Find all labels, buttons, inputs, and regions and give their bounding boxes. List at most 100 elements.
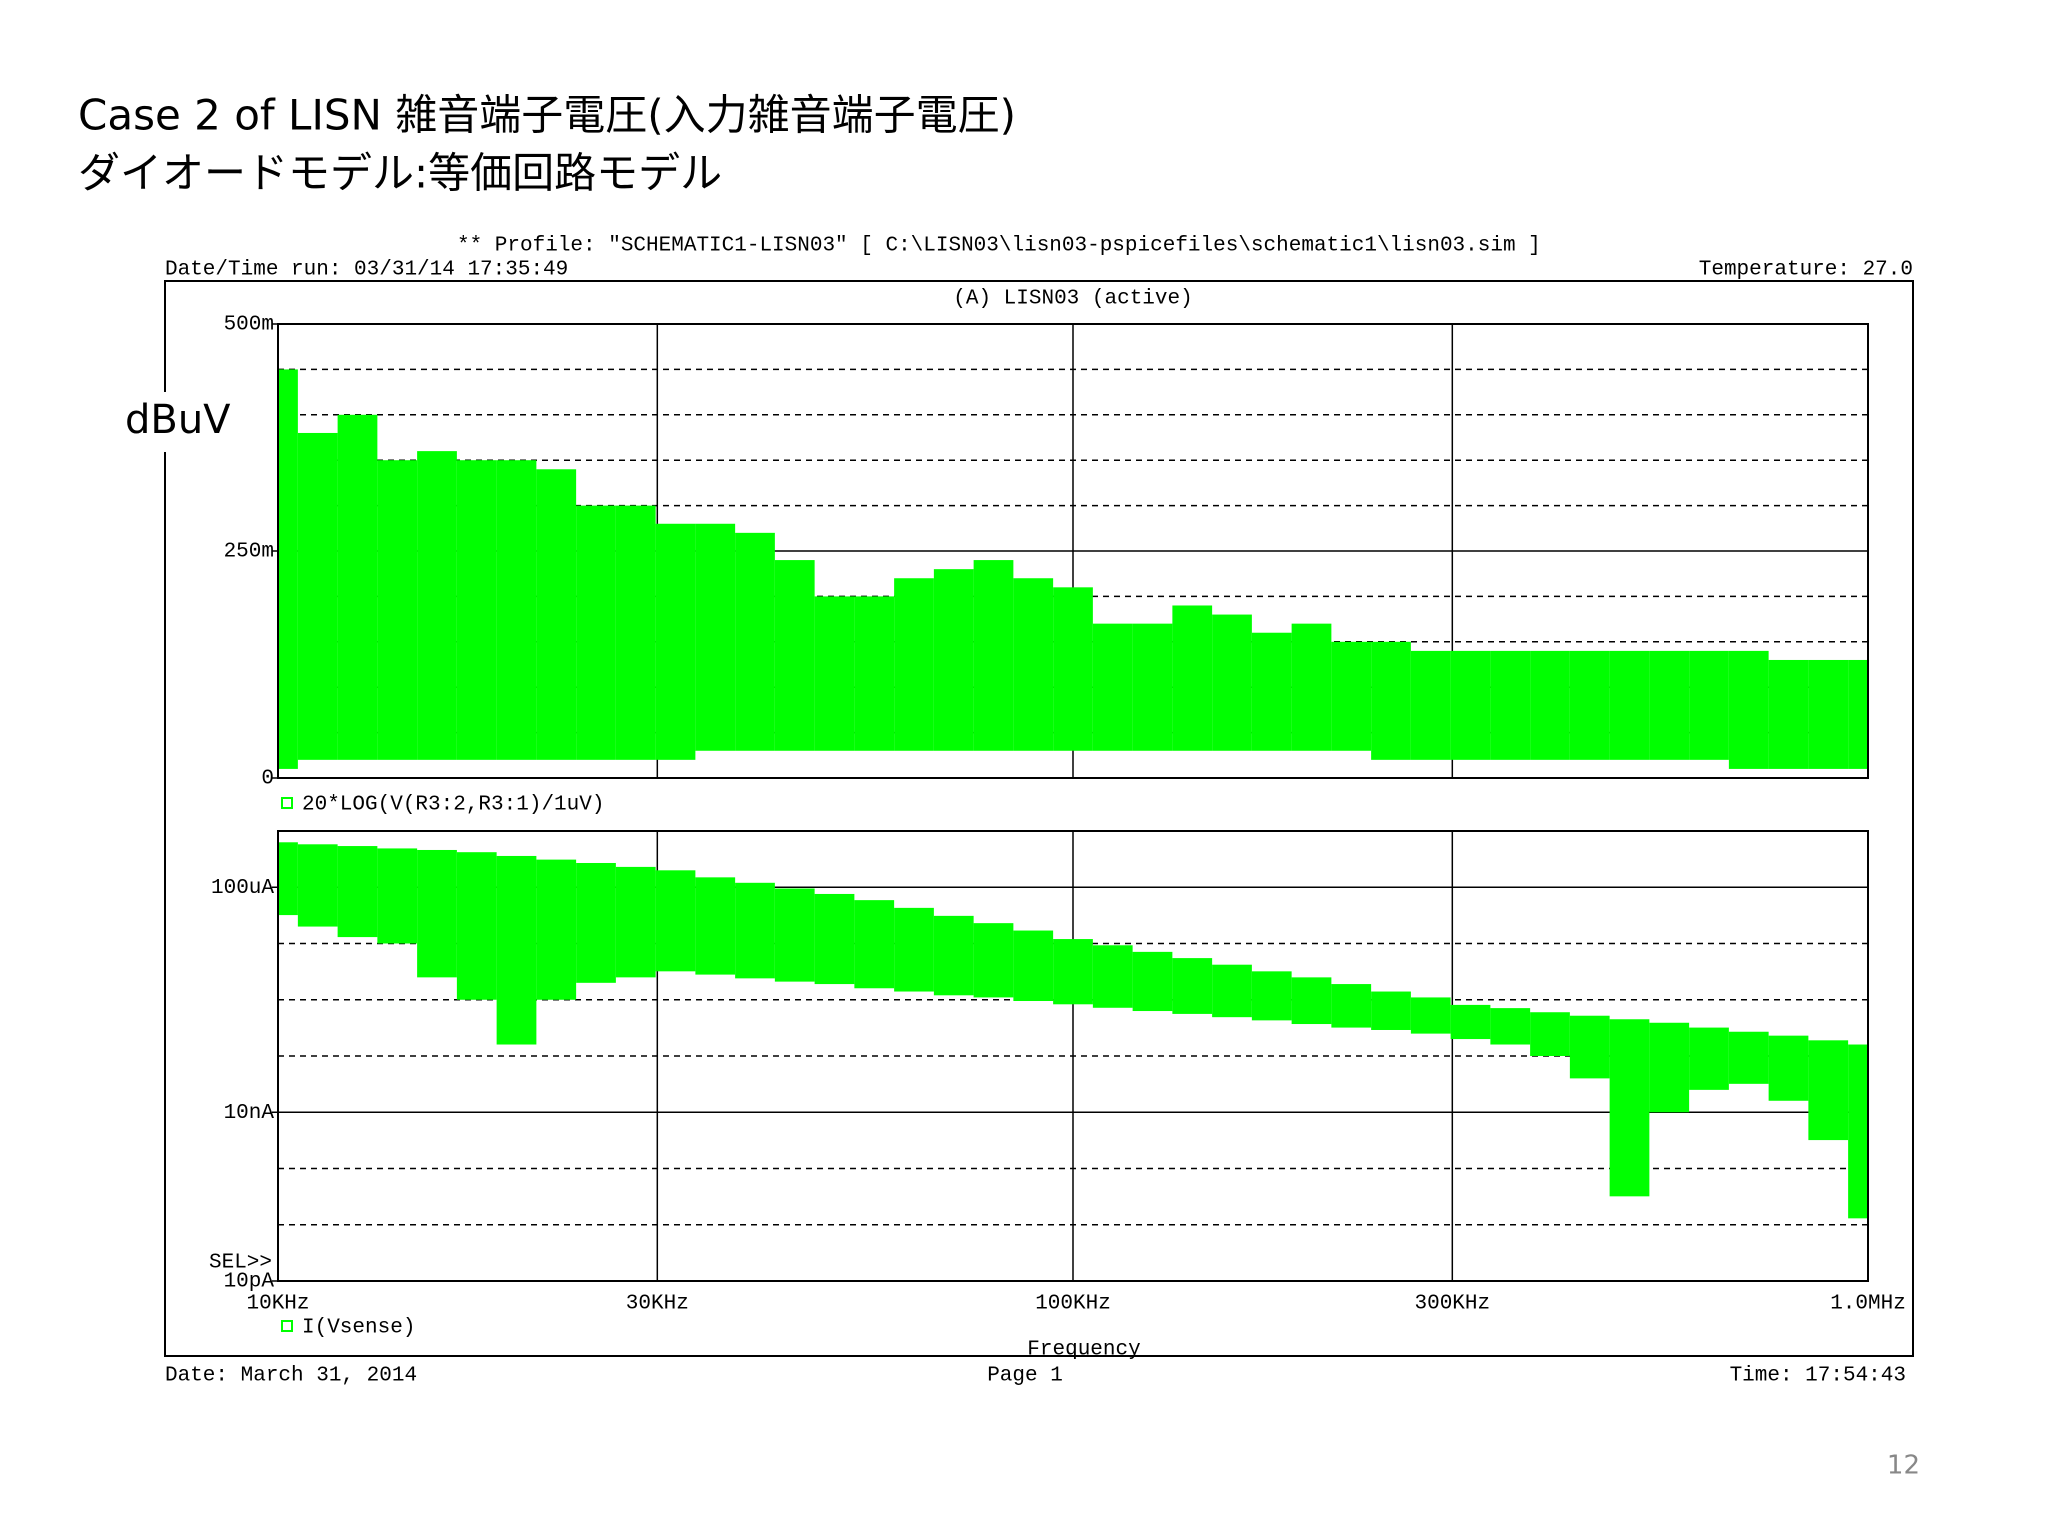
signal-band: [814, 596, 855, 751]
signal-band: [1689, 1027, 1729, 1090]
signal-band: [337, 414, 378, 760]
signal-band: [1490, 650, 1531, 760]
signal-band: [1371, 641, 1411, 760]
signal-band: [536, 859, 577, 1000]
signal-band: [297, 844, 338, 927]
signal-band: [1649, 1022, 1690, 1113]
axes-frame-top: [277, 323, 1869, 779]
signal-band: [576, 862, 616, 983]
signal-band: [377, 460, 418, 760]
legend-label: I(Vsense): [302, 1317, 415, 1340]
title-line: Case 2 of LISN 雑音端子電圧(入力雑音端子電圧): [78, 91, 1016, 140]
x-tick-label: 10KHz: [246, 1293, 309, 1316]
footer-time: Time: 17:54:43: [1730, 1365, 1906, 1388]
signal-band: [377, 848, 418, 944]
signal-band: [1251, 632, 1292, 751]
x-tick-label: 100KHz: [1035, 1293, 1111, 1316]
signal-band: [1728, 1031, 1769, 1084]
legend-swatch: [281, 797, 293, 809]
signal-band: [735, 532, 775, 751]
signal-band: [1212, 614, 1252, 751]
signal-band: [854, 900, 895, 989]
y-tick-label: 10pA: [224, 1271, 275, 1294]
signal-band: [1291, 977, 1332, 1025]
signal-band: [417, 849, 457, 978]
signal-band: [456, 460, 497, 760]
annotation-box: [118, 392, 246, 452]
signal-band: [854, 596, 895, 751]
signal-band: [1808, 659, 1849, 769]
signal-band: [1013, 930, 1054, 1002]
y-tick-label: 250m: [224, 541, 274, 564]
signal-band: [1053, 939, 1093, 1005]
signal-band: [1689, 650, 1729, 760]
y-tick-label: 0: [261, 768, 274, 791]
signal-band: [933, 569, 974, 751]
y-tick-label: 10nA: [224, 1102, 275, 1125]
signal-band: [1172, 958, 1213, 1014]
signal-band: [1132, 951, 1173, 1012]
signal-band: [774, 560, 815, 751]
signal-band: [1728, 650, 1769, 769]
legend-label: 20*LOG(V(R3:2,R3:1)/1uV): [302, 794, 604, 817]
signal-band: [1808, 1040, 1849, 1141]
signal-band: [1331, 641, 1372, 751]
signal-band: [1649, 650, 1690, 760]
signal-band: [894, 907, 934, 992]
signal-band: [695, 523, 736, 751]
x-axis-label: Frequency: [1027, 1339, 1140, 1362]
signal-band: [655, 870, 696, 972]
signal-band: [1609, 1019, 1650, 1197]
signal-band: [1092, 945, 1133, 1008]
signal-band: [1053, 587, 1093, 751]
profile: ** Profile: "SCHEMATIC1-LISN03" [ C:\LIS…: [457, 235, 1541, 258]
signal-band: [774, 888, 815, 982]
y-tick-label: 500m: [224, 314, 274, 337]
signal-band: [337, 846, 378, 938]
title-line: ダイオードモデル:等価回路モデル: [78, 149, 722, 198]
signal-band: [933, 915, 974, 996]
signal-band: [615, 505, 656, 760]
annotation: dBuV: [125, 397, 231, 443]
section-label: (A) LISN03 (active): [953, 288, 1192, 311]
signal-band: [1450, 1004, 1491, 1040]
signal-band: [1251, 971, 1292, 1021]
signal-band: [1013, 578, 1054, 751]
temperature: Temperature: 27.0: [1699, 259, 1913, 282]
legend-swatch: [281, 1320, 293, 1332]
signal-band: [456, 852, 497, 1000]
x-tick-label: 300KHz: [1414, 1293, 1490, 1316]
signal-band: [1132, 623, 1173, 751]
signal-band: [1530, 650, 1570, 760]
signal-band: [1609, 650, 1650, 760]
signal-band: [1331, 984, 1372, 1028]
signal-band: [1212, 964, 1252, 1018]
signal-band: [536, 469, 577, 760]
signal-band: [615, 866, 656, 978]
signal-band: [1490, 1008, 1531, 1045]
signal-band: [814, 893, 855, 985]
signal-band: [496, 855, 537, 1045]
plot-frame: [164, 280, 1914, 1357]
signal-band: [655, 523, 696, 760]
signal-band: [1410, 650, 1451, 760]
signal-band: [1371, 991, 1411, 1030]
signal-band: [973, 560, 1014, 751]
signal-band: [278, 842, 298, 916]
footer-date: Date: March 31, 2014: [165, 1365, 417, 1388]
signal-band: [1768, 659, 1809, 769]
signal-band: [1092, 623, 1133, 751]
signal-band: [1768, 1035, 1809, 1101]
x-tick-label: 1.0MHz: [1830, 1293, 1906, 1316]
signal-band: [1569, 650, 1610, 760]
axes-frame-top: [277, 830, 1869, 1282]
selector: SEL>>: [209, 1252, 272, 1275]
signal-band: [735, 882, 775, 979]
y-tick-label: 100uA: [211, 877, 274, 900]
signal-band: [576, 505, 616, 760]
signal-band: [496, 460, 537, 760]
signal-band: [894, 578, 934, 751]
signal-band: [1848, 659, 1868, 769]
